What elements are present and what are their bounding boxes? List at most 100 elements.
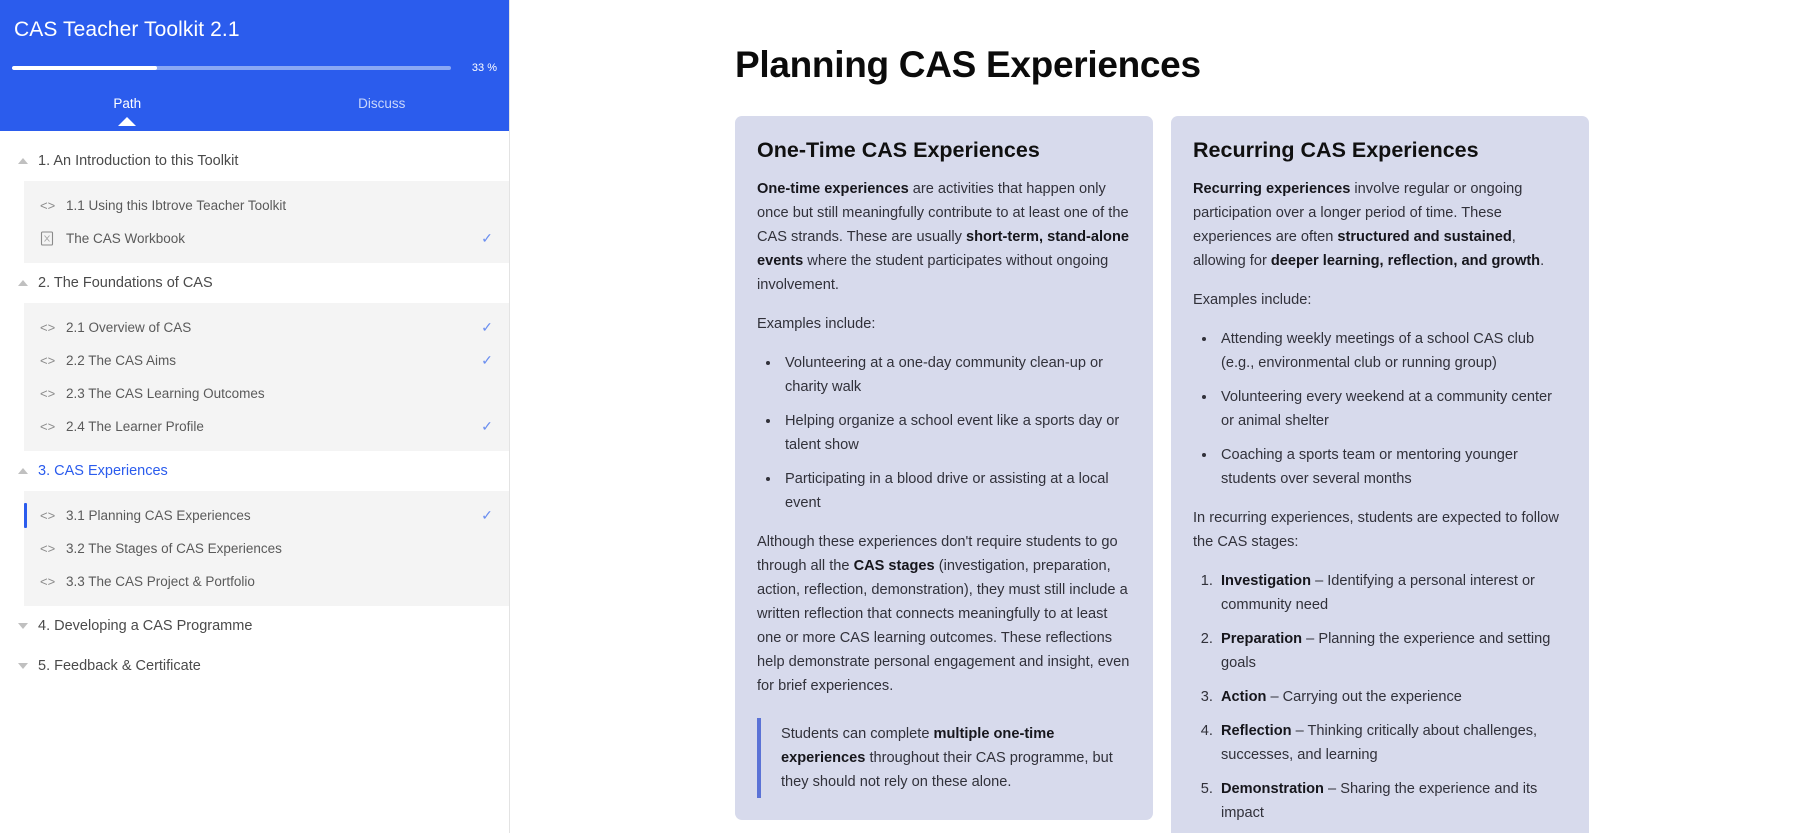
card-recurring-cas-experiences: Recurring CAS Experiences Recurring expe…: [1171, 116, 1589, 833]
code-icon: <>: [40, 419, 56, 434]
list-item: Investigation – Identifying a personal i…: [1217, 569, 1567, 617]
examples-label: Examples include:: [757, 316, 876, 332]
progress-bar-fill: [12, 66, 157, 70]
sidebar-item-3-2-the-stages-of-cas-experiences[interactable]: <>3.2 The Stages of CAS Experiences✓: [24, 532, 509, 565]
stage-name: Investigation: [1221, 573, 1312, 589]
sidebar-item-label: 2.3 The CAS Learning Outcomes: [66, 386, 265, 401]
list-item: Volunteering every weekend at a communit…: [1217, 385, 1567, 433]
sidebar-item-2-1-overview-of-cas[interactable]: <> 2.1 Overview of CAS ✓: [24, 311, 509, 344]
sidebar-item-label: 3.3 The CAS Project & Portfolio: [66, 574, 255, 589]
progress-percent-label: 33 %: [471, 62, 497, 74]
sidebar-item-label: 2.2 The CAS Aims: [66, 353, 177, 368]
intro-tail: where the student participates without o…: [757, 253, 1109, 293]
intro-tail: .: [1540, 253, 1545, 269]
stages-bold: CAS stages: [853, 558, 935, 574]
stage-description: – Sharing the experience and its impact: [1221, 781, 1538, 821]
sidebar-item-label: 1.1 Using this Ibtrove Teacher Toolkit: [66, 198, 287, 213]
callout-bold: multiple one-time experiences: [781, 726, 1055, 766]
card-intro-paragraph: One-time experiences are activities that…: [757, 177, 1131, 297]
stage-description: – Thinking critically about challenges, …: [1221, 723, 1538, 763]
sidebar-item-label: 2.1 Overview of CAS: [66, 320, 192, 335]
pdf-icon: [40, 231, 60, 246]
sidebar-item-2-3-the-cas-learning-outcomes[interactable]: <>2.3 The CAS Learning Outcomes✓: [24, 377, 509, 410]
cas-stages-list: Investigation – Identifying a personal i…: [1193, 569, 1567, 825]
sidebar-item-the-cas-workbook[interactable]: The CAS Workbook ✓: [24, 222, 509, 255]
tab-active-pointer: [118, 117, 136, 126]
tab-path[interactable]: Path: [113, 96, 142, 111]
app-title: CAS Teacher Toolkit 2.1: [14, 18, 240, 41]
sidebar-item-3-3-the-cas-project-portfolio[interactable]: <>3.3 The CAS Project & Portfolio✓: [24, 565, 509, 598]
examples-list: Attending weekly meetings of a school CA…: [1193, 327, 1567, 491]
sidebar-section-label: 3. CAS Experiences: [38, 463, 168, 479]
code-icon: <>: [40, 320, 56, 335]
callout-pre: Students can complete: [781, 726, 934, 742]
sidebar-item-label: 3.2 The Stages of CAS Experiences: [66, 541, 282, 556]
list-item: Preparation – Planning the experience an…: [1217, 627, 1567, 675]
progress-bar: [12, 66, 451, 70]
page-title: Planning CAS Experiences: [735, 44, 1201, 85]
chevron-down-icon: [18, 623, 28, 629]
sidebar-sublist: <> 2.1 Overview of CAS ✓ <> 2.2 The CAS Aims…: [24, 303, 509, 451]
stage-name: Preparation: [1221, 631, 1303, 647]
stage-description: – Carrying out the experience: [1266, 689, 1462, 705]
main-inner: Planning CAS Experiences One-Time CAS Ex…: [510, 44, 1793, 833]
code-icon: <>: [40, 508, 56, 523]
list-item: Reflection – Thinking critically about c…: [1217, 719, 1567, 767]
tab-discuss[interactable]: Discuss: [358, 96, 406, 111]
sidebar-section-3-cas-experiences[interactable]: 3. CAS Experiences: [0, 451, 509, 491]
sidebar-section-label: 4. Developing a CAS Programme: [38, 618, 253, 634]
callout-post: throughout their CAS programme, but they…: [781, 750, 1113, 790]
list-item: Coaching a sports team or mentoring youn…: [1217, 443, 1567, 491]
stage-description: – Planning the experience and setting go…: [1221, 631, 1551, 671]
sidebar-item-3-1-planning-cas-experiences[interactable]: <> 3.1 Planning CAS Experiences ✓: [24, 499, 509, 532]
sidebar-header: CAS Teacher Toolkit 2.1 33 % Path Discus…: [0, 0, 509, 131]
callout-text: Students can complete multiple one-time …: [781, 722, 1131, 794]
list-item: Helping organize a school event like a s…: [781, 409, 1131, 457]
check-icon: ✓: [481, 507, 493, 523]
card-intro-paragraph: Recurring experiences involve regular or…: [1193, 177, 1567, 273]
sidebar-sublist: <> 1.1 Using this Ibtrove Teacher Toolkit…: [24, 181, 509, 263]
sidebar-section-4-developing-a-cas-programme[interactable]: 4. Developing a CAS Programme: [0, 606, 509, 646]
list-item: Attending weekly meetings of a school CA…: [1217, 327, 1567, 375]
stages-post: (investigation, preparation, action, ref…: [757, 558, 1130, 694]
code-icon: <>: [40, 353, 56, 368]
sidebar-item-1-1-using-this-ibtrove-teacher-toolkit[interactable]: <> 1.1 Using this Ibtrove Teacher Toolkit…: [24, 189, 509, 222]
sidebar-item-2-2-the-cas-aims[interactable]: <> 2.2 The CAS Aims ✓: [24, 344, 509, 377]
stage-description: – Identifying a personal interest or com…: [1221, 573, 1535, 613]
check-icon: ✓: [481, 418, 493, 434]
stage-name: Reflection: [1221, 723, 1292, 739]
sidebar-navigation: 1. An Introduction to this Toolkit <> 1.1 …: [0, 131, 509, 686]
code-icon: <>: [40, 541, 56, 556]
sidebar-section-label: 2. The Foundations of CAS: [38, 275, 213, 291]
current-item-indicator: [24, 503, 27, 528]
examples-label: Examples include:: [1193, 292, 1312, 308]
card-stages-paragraph: Although these experiences don't require…: [757, 530, 1131, 698]
list-item: Participating in a blood drive or assist…: [781, 467, 1131, 515]
list-item: Volunteering at a one-day community clea…: [781, 351, 1131, 399]
chevron-up-icon: [18, 280, 28, 286]
intro-mid-2: , allowing for: [1193, 229, 1516, 269]
stages-pre: Although these experiences don't require…: [757, 534, 1118, 574]
sidebar-item-label: 3.1 Planning CAS Experiences: [66, 508, 251, 523]
card-heading: Recurring CAS Experiences: [1193, 138, 1479, 162]
list-item: Action – Carrying out the experience: [1217, 685, 1567, 709]
check-icon: ✓: [481, 319, 493, 335]
card-one-time-cas-experiences: One-Time CAS Experiences One-time experi…: [735, 116, 1153, 820]
sidebar-section-2-the-foundations-of-cas[interactable]: 2. The Foundations of CAS: [0, 263, 509, 303]
sidebar-item-2-4-the-learner-profile[interactable]: <> 2.4 The Learner Profile ✓: [24, 410, 509, 443]
code-icon: <>: [40, 386, 56, 401]
intro-bold-2: structured and sustained: [1337, 229, 1512, 245]
intro-mid: involve regular or ongoing participation…: [1193, 181, 1523, 245]
examples-list: Volunteering at a one-day community clea…: [757, 351, 1131, 515]
stage-name: Demonstration: [1221, 781, 1324, 797]
sidebar-section-5-feedback-certificate[interactable]: 5. Feedback & Certificate: [0, 646, 509, 686]
callout-block: Students can complete multiple one-time …: [757, 718, 1131, 798]
code-icon: <>: [40, 574, 56, 589]
chevron-up-icon: [18, 158, 28, 164]
lead-term: Recurring experiences: [1193, 181, 1351, 197]
sidebar-tabs: Path Discuss: [0, 88, 509, 126]
list-item: Demonstration – Sharing the experience a…: [1217, 777, 1567, 825]
sidebar-section-1-an-introduction-to-this-toolkit[interactable]: 1. An Introduction to this Toolkit: [0, 141, 509, 181]
lead-term: One-time experiences: [757, 181, 909, 197]
check-icon: ✓: [481, 352, 493, 368]
